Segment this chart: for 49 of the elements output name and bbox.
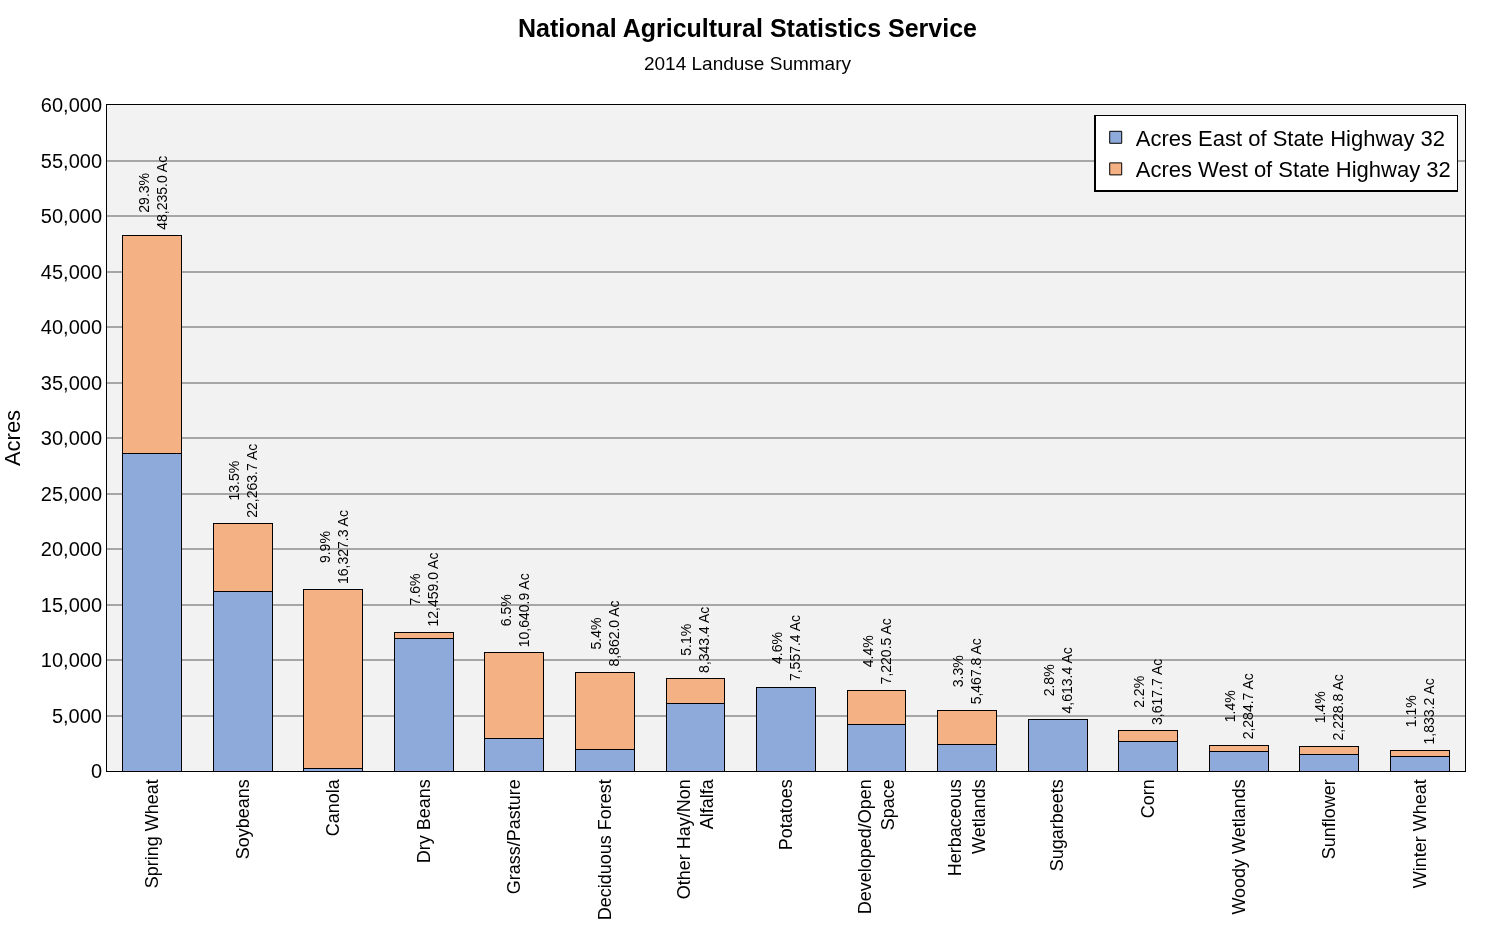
y-tick-label: 15,000 [40,593,102,616]
total-label: 5.4% 8,862.0 Ac [588,600,623,667]
y-tick-label: 50,000 [40,205,102,227]
x-tick-label: Woody Wetlands [1228,779,1249,915]
total-label: 2.8% 4,613.4 Ac [1040,647,1075,714]
total-label: 6.5% 10,640.9 Ac [497,573,532,648]
x-tick-label: Sugarbeets [1047,779,1068,872]
x-tick-label: Herbaceous Wetlands [945,779,989,877]
x-tick-label: Winter Wheat [1409,779,1430,889]
x-tick-label: Other Hay/Non Alfalfa [673,778,718,900]
total-label: 4.6% 7,557.4 Ac [768,614,804,682]
x-tick-label: Spring Wheat [142,779,163,889]
y-tick-label: 45,000 [40,260,102,283]
y-tick-label: 60,000 [40,94,102,116]
total-label: 2.2% 3,617.7 Ac [1131,658,1166,725]
legend-label: Acres West of State Highway 32 [1135,157,1451,183]
x-tick-label: Soybeans [232,779,253,860]
x-tick-label: Developed/Open Space [854,779,899,915]
y-tick-label: 20,000 [40,538,102,560]
bar [303,589,364,770]
y-tick-label: 10,000 [40,649,102,671]
total-label: 9.9% 16,327.3 Ac [316,510,351,585]
y-tick-label: 0 [90,760,102,782]
total-label: 29.3% 48,235.0 Ac [135,155,170,230]
chart-subtitle: 2014 Landuse Summary [643,52,852,74]
total-label: 7.6% 12,459.0 Ac [407,552,442,627]
total-label: 1.1% 1,833.2 Ac [1403,678,1438,745]
y-tick-label: 55,000 [40,149,102,172]
y-tick-label: 35,000 [40,371,102,394]
x-tick-label: Dry Beans [413,779,434,864]
total-label: 3.3% 5,467.8 Ac [949,638,984,705]
y-tick-label: 30,000 [40,427,102,449]
x-tick-label: Canola [323,778,344,837]
y-tick-label: 25,000 [40,482,102,505]
total-label: 13.5% 22,263.7 Ac [225,443,261,518]
y-axis-title: Acres [0,409,25,467]
legend-label: Acres East of State Highway 32 [1135,125,1446,151]
x-tick-label: Corn [1137,779,1158,819]
y-tick-label: 40,000 [40,316,102,338]
y-tick-label: 5,000 [51,704,102,727]
total-label: 1.4% 2,228.8 Ac [1311,674,1347,741]
x-tick-label: Grass/Pasture [504,779,525,895]
total-label: 5.1% 8,343.4 Ac [678,606,713,673]
x-tick-label: Potatoes [775,779,796,851]
total-label: 1.4% 2,284.7 Ac [1221,673,1257,740]
total-label: 4.4% 7,220.5 Ac [859,618,894,685]
x-tick-label: Deciduous Forest [594,779,615,921]
chart-title: National Agricultural Statistics Service [518,14,978,43]
x-tick-label: Sunflower [1319,779,1340,860]
